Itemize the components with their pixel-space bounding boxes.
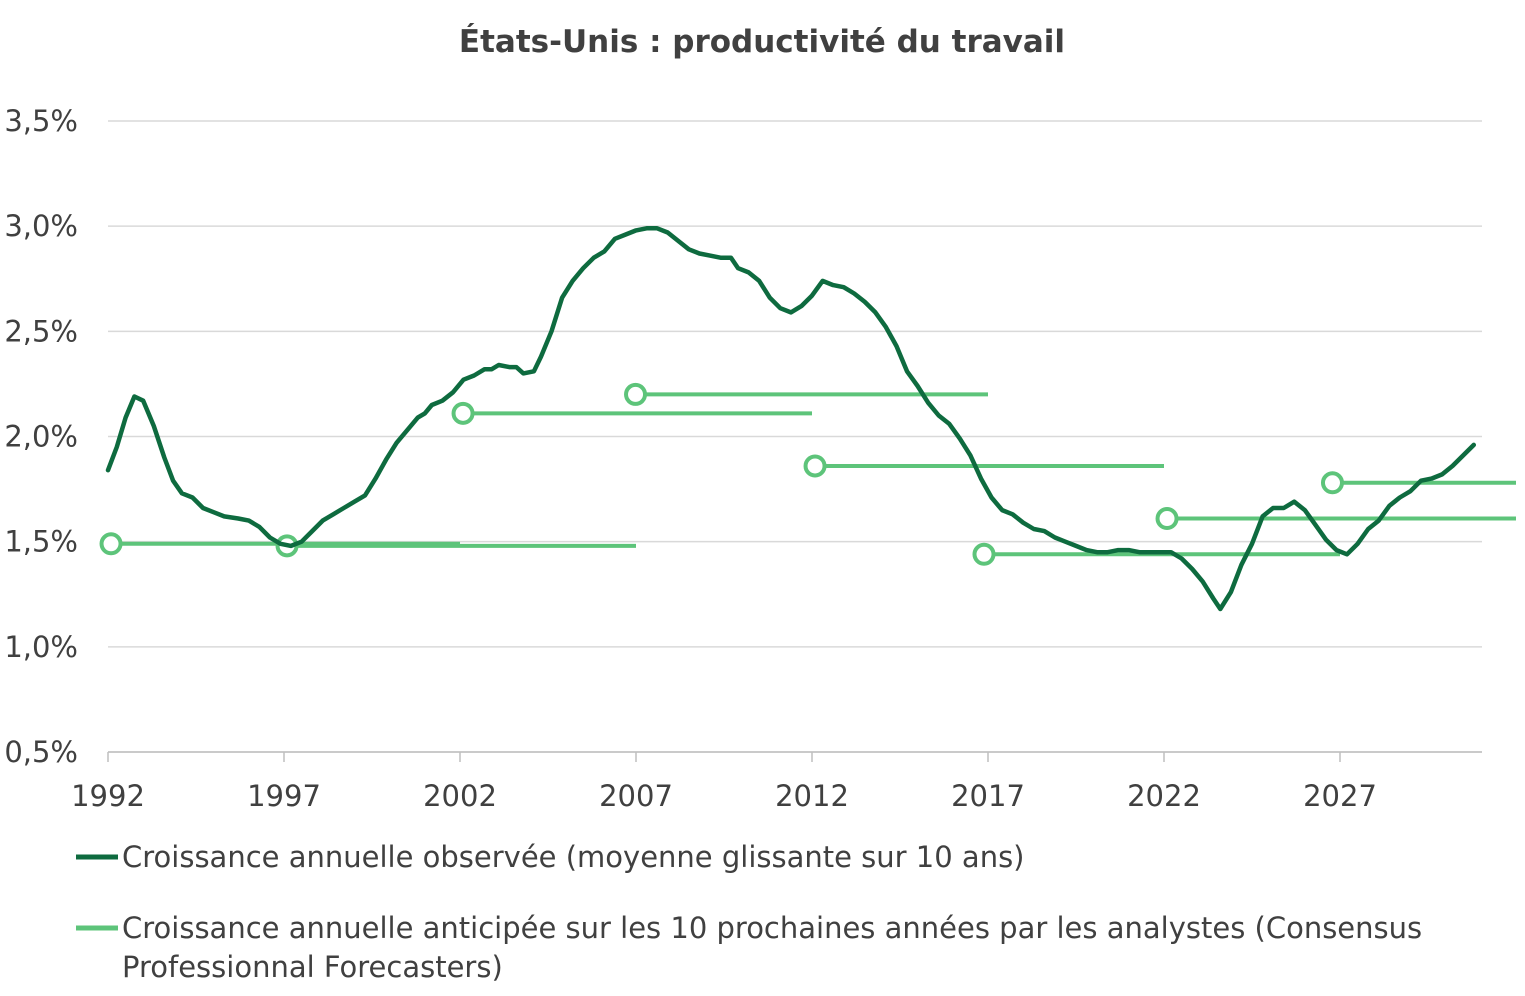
legend-label-forecast-line-2: Professionnal Forecasters)	[122, 950, 503, 984]
y-tick-label: 1,5%	[4, 525, 78, 559]
grid	[108, 120, 1482, 753]
y-tick-label: 2,0%	[4, 420, 78, 454]
y-tick-label: 1,0%	[4, 630, 78, 664]
x-tick-label: 2022	[1127, 779, 1201, 813]
y-tick-label: 3,5%	[4, 104, 78, 138]
forecast-marker	[972, 542, 996, 566]
forecast-marker	[99, 532, 123, 556]
chart-title: États-Unis : productivité du travail	[459, 24, 1065, 60]
x-tick-label: 2017	[951, 779, 1025, 813]
legend: Croissance annuelle observée (moyenne gl…	[76, 840, 1431, 984]
y-axis-ticks: 0,5% 1,0% 1,5% 2,0% 2,5% 3,0% 3,5%	[4, 104, 78, 769]
y-tick-label: 2,5%	[4, 314, 78, 348]
forecast-marker	[1320, 471, 1344, 495]
legend-label-observed: Croissance annuelle observée (moyenne gl…	[122, 840, 1025, 874]
x-tick-label: 2007	[599, 779, 673, 813]
forecast-series	[99, 382, 1516, 566]
observed-series	[105, 226, 1477, 612]
x-tick-label: 2027	[1303, 779, 1377, 813]
legend-label-forecast: Croissance annuelle anticipée sur les 10…	[122, 911, 1431, 984]
y-tick-label: 0,5%	[4, 735, 78, 769]
observed-line	[105, 226, 1477, 612]
y-tick-label: 3,0%	[4, 209, 78, 243]
x-tick-label: 2002	[423, 779, 497, 813]
x-tick-label: 2012	[775, 779, 849, 813]
forecast-marker	[1155, 507, 1179, 531]
forecast-marker	[803, 454, 827, 478]
forecast-marker	[624, 382, 648, 406]
x-axis: 1992 1997 2002 2007 2012 2017 2022 2027	[71, 751, 1482, 813]
x-tick-label: 1997	[247, 779, 321, 813]
x-tick-label: 1992	[71, 779, 145, 813]
legend-label-forecast-line-1: Croissance annuelle anticipée sur les 10…	[122, 911, 1422, 945]
forecast-marker	[451, 401, 475, 425]
